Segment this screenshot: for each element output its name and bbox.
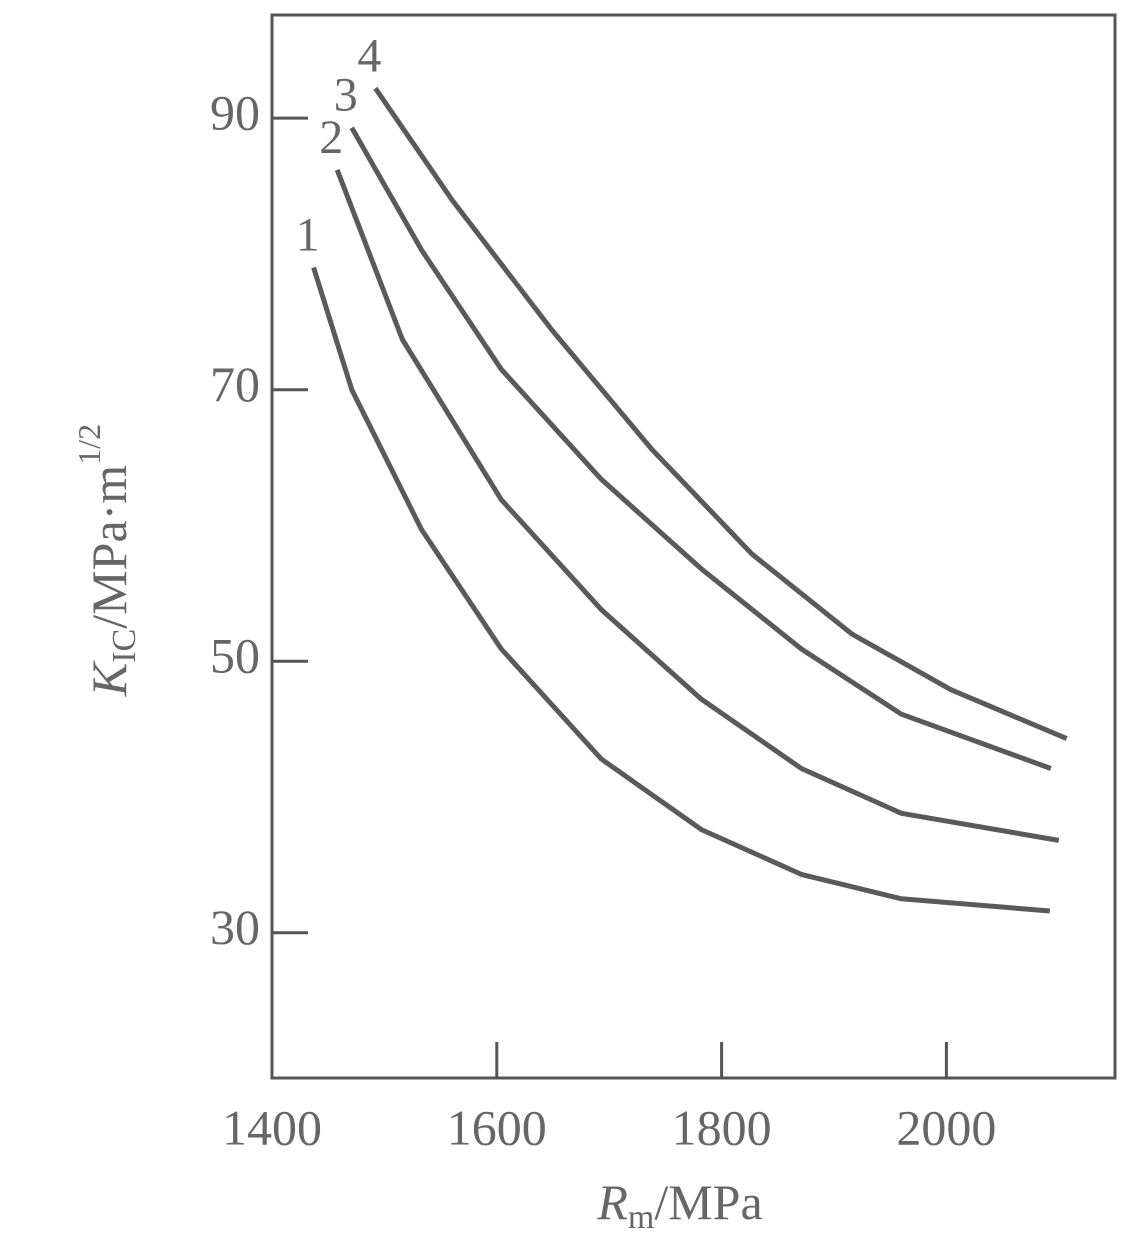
x-axis-label: Rm/MPa: [596, 1174, 762, 1235]
x-label-unit: /MPa: [654, 1174, 762, 1230]
x-label-symbol: R: [596, 1174, 628, 1230]
y-axis-label: KIC/MPa·m1/2: [71, 424, 142, 697]
y-tick-label: 90: [210, 85, 260, 141]
plot-frame: [270, 13, 1117, 1080]
line-series: [373, 86, 1068, 741]
series-label: 4: [357, 29, 381, 82]
x-tick-label: 2000: [896, 1099, 996, 1155]
series-label: 3: [334, 69, 358, 122]
x-tick-label: 1400: [222, 1099, 322, 1155]
line-series: [311, 266, 1051, 914]
y-label-subscript: IC: [106, 629, 143, 663]
y-tick-label: 70: [210, 356, 260, 412]
line-series: [349, 126, 1052, 771]
y-label-unit: /MPa·m: [81, 465, 137, 629]
x-label-subscript: m: [628, 1199, 654, 1236]
y-tick-label: 30: [210, 899, 260, 955]
series-label: 2: [319, 111, 343, 164]
y-tick-label: 50: [210, 628, 260, 684]
x-tick-label: 1600: [447, 1099, 547, 1155]
series-label: 1: [296, 209, 320, 262]
y-label-symbol: K: [81, 660, 137, 697]
line-series: [334, 168, 1060, 843]
x-tick-label: 1800: [672, 1099, 772, 1155]
y-label-exponent: 1/2: [71, 424, 107, 465]
